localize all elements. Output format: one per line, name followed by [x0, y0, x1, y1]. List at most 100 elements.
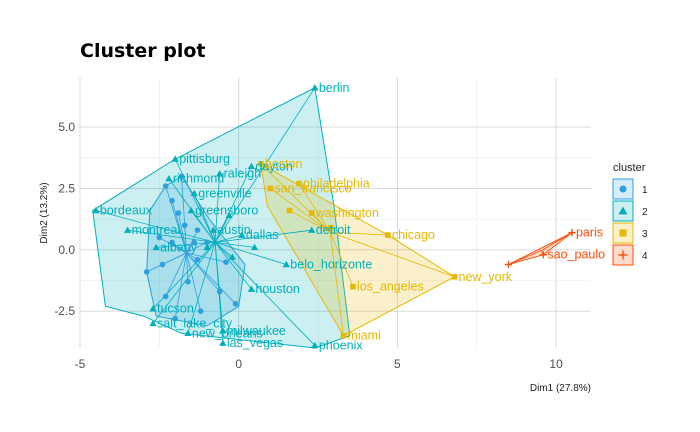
data-point-cluster-2: [250, 243, 259, 251]
chart-title: Cluster plot: [80, 40, 206, 62]
centroid-spoke: [329, 231, 354, 287]
centroid-spoke: [214, 242, 233, 258]
x-tick-label: 10: [549, 357, 563, 371]
point-label: new_york: [459, 270, 513, 284]
cluster-hull-3: [260, 162, 456, 337]
legend-title: cluster: [613, 162, 646, 174]
point-label: dayton: [255, 159, 293, 173]
legend-label-3: 3: [642, 229, 648, 240]
spoke-layer: [95, 87, 573, 346]
data-point-cluster-2: [311, 84, 319, 91]
point-label: richmond: [173, 172, 224, 186]
point-label: montreal: [132, 223, 181, 237]
data-point-cluster-1: [181, 222, 188, 229]
point-label: san_francisco: [274, 181, 351, 195]
data-point-cluster-2: [171, 155, 179, 162]
point-label: las_vegas: [227, 336, 283, 350]
centroid-spoke: [177, 212, 187, 253]
y-tick-label: -2.5: [54, 304, 75, 318]
centroid-spoke: [298, 183, 331, 233]
data-point-cluster-1: [194, 256, 201, 263]
centroid-spoke: [330, 231, 388, 236]
data-point-cluster-1: [232, 301, 239, 307]
y-tick-label: 5.0: [58, 120, 75, 134]
point-label: berlin: [319, 81, 350, 95]
centroid-spoke: [165, 185, 187, 254]
centroid-spoke: [329, 232, 344, 336]
centroid-spoke: [127, 229, 216, 243]
point-label: paris: [576, 226, 603, 240]
data-point-cluster-1: [156, 234, 163, 241]
point-label: houston: [255, 282, 300, 296]
legend-marker-4: [618, 250, 628, 260]
x-tick-label: 5: [394, 357, 401, 371]
centroid-spoke: [181, 176, 187, 253]
data-point-cluster-2: [219, 339, 227, 346]
data-point-cluster-2: [219, 327, 227, 334]
centroid-spoke: [215, 241, 255, 248]
legend-label-1: 1: [642, 185, 648, 196]
data-point-cluster-1: [204, 239, 210, 246]
tick-layer: -5 0 5 10 -2.5 0.0 2.5 5.0: [54, 120, 563, 371]
centroid-spoke: [186, 242, 208, 254]
data-point-cluster-2: [228, 253, 236, 260]
point-label: milwaukee: [227, 324, 286, 338]
point-label: pittisburg: [179, 152, 230, 166]
point-label: salt_lake_city: [157, 316, 233, 330]
centroid-spoke: [214, 241, 287, 265]
data-point-cluster-3: [267, 185, 274, 192]
data-point-cluster-3: [340, 332, 347, 339]
data-point-cluster-3: [286, 207, 293, 214]
centroid-spoke: [214, 215, 230, 243]
centroid-spoke: [186, 252, 227, 263]
data-point-cluster-1: [191, 239, 198, 246]
data-point-cluster-4: [568, 228, 576, 237]
centroid-spoke: [190, 210, 216, 243]
centroid-spoke: [270, 188, 331, 233]
data-point-cluster-4: [504, 260, 513, 269]
data-point-cluster-1: [216, 288, 223, 295]
data-point-cluster-3: [296, 180, 302, 187]
centroid-spoke: [541, 232, 573, 251]
data-point-cluster-1: [185, 278, 191, 285]
data-point-cluster-2: [190, 189, 198, 197]
point-label: bordeaux: [100, 204, 153, 218]
data-point-cluster-2: [149, 305, 157, 312]
legend-marker-1: [619, 185, 627, 193]
data-point-cluster-2: [123, 226, 132, 233]
data-point-cluster-1: [194, 227, 201, 233]
y-axis-title: Dim2 (13.2%): [39, 182, 50, 243]
point-label: washington: [315, 206, 379, 220]
data-point-cluster-2: [209, 226, 217, 233]
centroid-spoke: [152, 242, 216, 324]
point-label: greensboro: [195, 204, 258, 218]
data-point-cluster-2: [216, 170, 224, 177]
data-point-cluster-2: [152, 243, 160, 251]
centroid-spoke: [159, 237, 187, 254]
point-label: new_orleans: [192, 326, 263, 340]
data-point-cluster-2: [203, 243, 211, 251]
centroid-spoke: [186, 252, 236, 305]
centroid-spoke: [174, 158, 216, 243]
data-point-cluster-3: [385, 232, 391, 238]
x-axis-title: Dim1 (27.8%): [530, 383, 591, 394]
data-point-cluster-1: [172, 315, 179, 322]
data-point-cluster-1: [175, 210, 182, 216]
plot-panel: [80, 78, 591, 348]
point-label: los_angeles: [357, 280, 424, 294]
data-point-cluster-2: [311, 341, 319, 349]
x-tick-label: 0: [235, 357, 242, 371]
data-point-cluster-3: [350, 283, 356, 290]
centroid-spoke: [260, 163, 331, 233]
centroid-spoke: [174, 252, 187, 319]
point-label: sao_paulo: [547, 248, 605, 262]
centroid-spoke: [214, 234, 242, 243]
point-label: detroit: [316, 223, 351, 237]
legend: cluster 1 2 3 4: [612, 162, 648, 266]
cluster-hull-4: [508, 232, 573, 266]
centroid-spoke: [95, 210, 216, 243]
point-label: belo_horizonte: [290, 258, 372, 272]
data-point-cluster-2: [225, 211, 233, 219]
